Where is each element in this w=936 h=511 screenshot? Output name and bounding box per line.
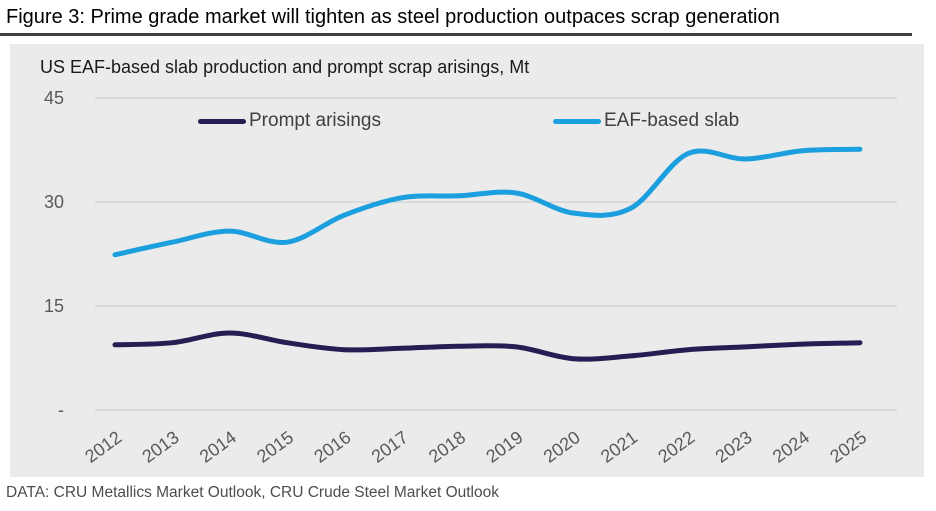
x-tick-label: 2014 bbox=[196, 427, 240, 467]
legend-item-eaf-based-slab: EAF-based slab bbox=[553, 110, 740, 131]
legend-label-eaf-based-slab: EAF-based slab bbox=[604, 110, 740, 131]
legend-item-prompt-arisings: Prompt arisings bbox=[198, 110, 381, 131]
chart-canvas: 45 30 15 -2012 2013 2014 2015 2016 2017 2018 2019 2… bbox=[44, 88, 897, 467]
y-tick-label: 45 bbox=[44, 88, 64, 108]
x-tick-label: 2013 bbox=[138, 427, 182, 467]
x-tick-label: 2022 bbox=[654, 427, 698, 467]
x-tick-label: 2021 bbox=[597, 427, 641, 467]
x-tick-label: 2019 bbox=[482, 427, 526, 467]
legend-swatch-prompt-arisings bbox=[198, 118, 246, 124]
data-source-note: DATA: CRU Metallics Market Outlook, CRU … bbox=[6, 484, 499, 501]
title-underline bbox=[0, 33, 912, 36]
x-tick-label: 2024 bbox=[769, 427, 813, 467]
y-tick-label: 15 bbox=[44, 296, 64, 316]
x-tick-label: 2016 bbox=[310, 427, 354, 467]
x-tick-label: 2020 bbox=[540, 427, 584, 467]
chart-panel: 45 30 15 -2012 2013 2014 2015 2016 2017 2018 2019 2… bbox=[10, 44, 924, 477]
x-tick-label: 2017 bbox=[368, 427, 412, 467]
series-line-eaf-based-slab bbox=[112, 146, 863, 258]
y-tick-label: - bbox=[58, 400, 64, 420]
x-tick-label: 2023 bbox=[712, 427, 756, 467]
legend-label-prompt-arisings: Prompt arisings bbox=[249, 110, 381, 131]
x-tick-label: 2018 bbox=[425, 427, 469, 467]
x-tick-label: 2025 bbox=[826, 427, 870, 467]
y-tick-label: 30 bbox=[44, 192, 64, 212]
legend-swatch-eaf-based-slab bbox=[553, 118, 601, 124]
figure-title: Figure 3: Prime grade market will tighte… bbox=[6, 6, 780, 28]
x-tick-label: 2015 bbox=[253, 427, 297, 467]
x-tick-label: 2012 bbox=[81, 427, 125, 467]
figure-header: Figure 3: Prime grade market will tighte… bbox=[0, 0, 912, 36]
chart-subtitle: US EAF-based slab production and prompt … bbox=[40, 57, 530, 77]
series-line-prompt-arisings bbox=[112, 330, 863, 362]
